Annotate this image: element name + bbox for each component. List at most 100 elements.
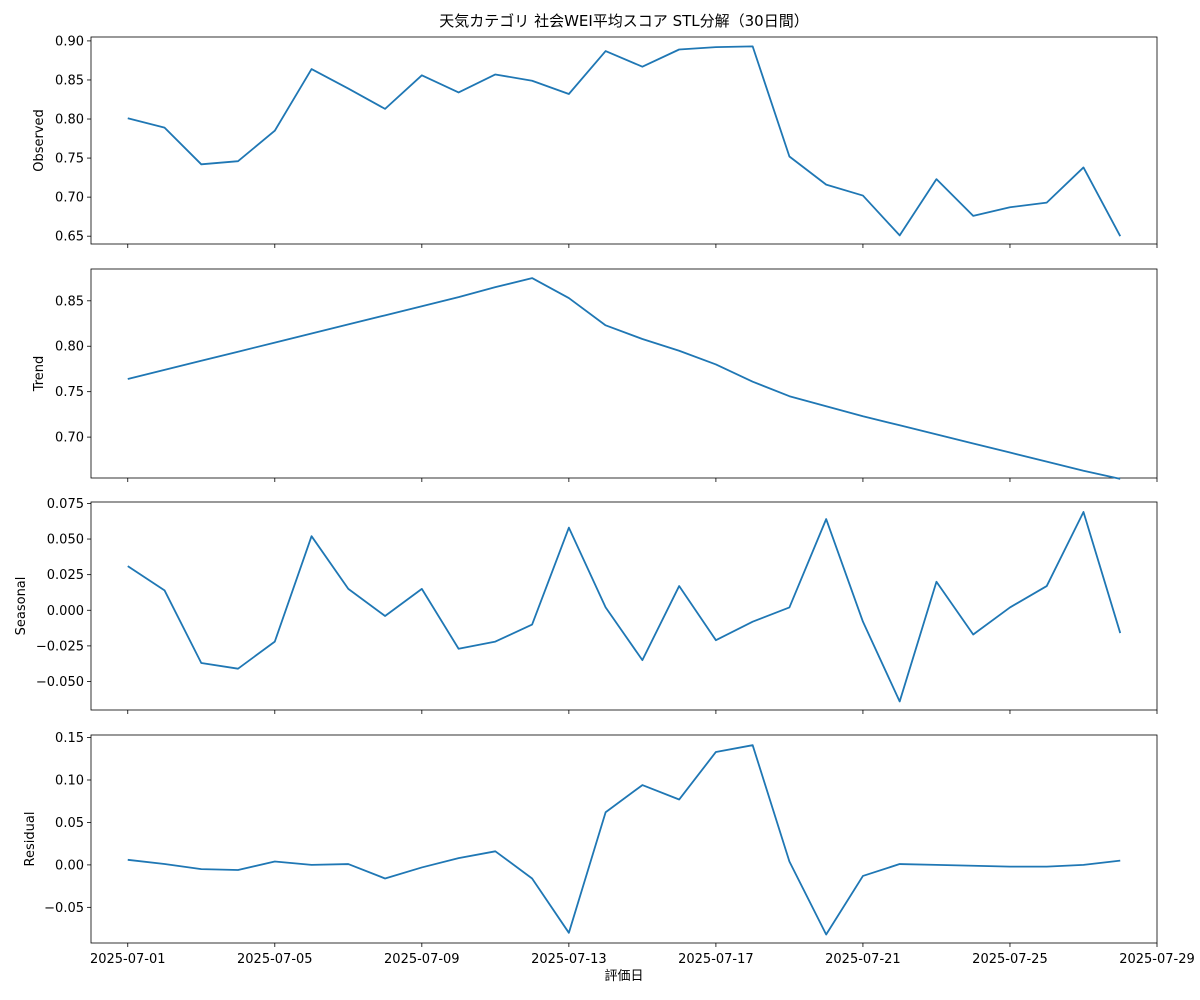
- y-tick-label: 0.00: [55, 858, 84, 873]
- axes-frame: [90, 734, 1158, 944]
- y-tick-label: −0.050: [36, 675, 84, 690]
- data-point: [641, 784, 643, 786]
- data-point: [531, 277, 533, 279]
- y-axis-label: Seasonal: [14, 577, 29, 636]
- data-point: [384, 877, 386, 879]
- data-point: [531, 80, 533, 82]
- data-point: [311, 333, 313, 335]
- data-point: [1082, 864, 1084, 866]
- data-point: [164, 589, 166, 591]
- data-point: [568, 527, 570, 529]
- chart-title: 天気カテゴリ 社会WEI平均スコア STL分解（30日間）: [439, 12, 808, 30]
- x-tick-label: 2025-07-09: [384, 952, 460, 967]
- y-tick-label: 0.025: [47, 568, 84, 583]
- data-point: [1119, 632, 1121, 634]
- data-point: [825, 184, 827, 186]
- y-tick-label: −0.05: [44, 901, 84, 916]
- y-tick-label: 0.90: [55, 34, 84, 49]
- data-point: [1009, 206, 1011, 208]
- x-tick-label: 2025-07-13: [531, 952, 607, 967]
- data-point: [384, 314, 386, 316]
- data-point: [274, 860, 276, 862]
- data-point: [494, 286, 496, 288]
- data-point: [752, 45, 754, 47]
- x-tick-label: 2025-07-25: [972, 952, 1048, 967]
- y-tick-label: 0.80: [55, 340, 84, 355]
- data-point: [641, 659, 643, 661]
- data-point: [715, 751, 717, 753]
- y-tick-label: 0.70: [55, 191, 84, 206]
- series-line-seasonal: [127, 511, 1122, 703]
- data-point: [127, 117, 129, 119]
- data-point: [311, 68, 313, 70]
- series-line-residual: [127, 744, 1121, 936]
- data-point: [458, 857, 460, 859]
- data-point: [164, 369, 166, 371]
- panel-residual: −0.05 0.00 0.05 0.10 0.15 Residual 2025-07-01 2…: [23, 731, 1195, 967]
- data-point: [678, 585, 680, 587]
- data-point: [1082, 470, 1084, 472]
- y-axis-label: Trend: [32, 356, 47, 393]
- data-point: [1009, 866, 1011, 868]
- data-point: [899, 863, 901, 865]
- data-point: [347, 588, 349, 590]
- data-point: [605, 50, 607, 52]
- y-tick-label: 0.075: [47, 497, 84, 512]
- axes-frame: [90, 268, 1158, 479]
- x-tick-label: 2025-07-29: [1119, 952, 1195, 967]
- data-point: [494, 73, 496, 75]
- axes-frame: [90, 36, 1158, 245]
- data-point: [494, 850, 496, 852]
- data-point: [127, 565, 129, 567]
- data-point: [862, 621, 864, 623]
- data-point: [825, 934, 827, 936]
- data-point: [788, 395, 790, 397]
- data-point: [935, 178, 937, 180]
- data-point: [274, 130, 276, 132]
- y-tick-label: 0.85: [55, 73, 84, 88]
- data-point: [899, 424, 901, 426]
- y-axis-label: Residual: [23, 812, 38, 867]
- data-point: [458, 296, 460, 298]
- data-point: [788, 156, 790, 158]
- data-point: [1119, 860, 1121, 862]
- data-point: [274, 641, 276, 643]
- data-point: [825, 405, 827, 407]
- data-point: [1009, 452, 1011, 454]
- y-tick-label: 0.000: [47, 604, 84, 619]
- data-point: [788, 860, 790, 862]
- data-point: [127, 859, 129, 861]
- y-tick-label: 0.85: [55, 294, 84, 309]
- data-point: [531, 624, 533, 626]
- data-point: [972, 215, 974, 217]
- data-point: [1046, 866, 1048, 868]
- data-point: [127, 378, 129, 380]
- data-point: [568, 93, 570, 95]
- data-point: [862, 415, 864, 417]
- y-tick-label: 0.05: [55, 816, 84, 831]
- data-point: [678, 48, 680, 50]
- y-tick-label: 0.65: [55, 230, 84, 245]
- data-point: [458, 91, 460, 93]
- x-tick-label: 2025-07-21: [825, 952, 901, 967]
- data-point: [899, 700, 901, 702]
- data-point: [531, 877, 533, 879]
- data-point: [788, 606, 790, 608]
- data-point: [1046, 585, 1048, 587]
- data-point: [237, 869, 239, 871]
- y-tick-label: 0.10: [55, 773, 84, 788]
- data-point: [935, 864, 937, 866]
- series-line-observed: [127, 45, 1122, 237]
- y-tick-label: 0.050: [47, 533, 84, 548]
- data-point: [1119, 235, 1121, 237]
- x-tick-label: 2025-07-05: [237, 952, 313, 967]
- y-tick-label: 0.15: [55, 731, 84, 746]
- y-tick-label: 0.70: [55, 431, 84, 446]
- data-point: [715, 46, 717, 48]
- panel-seasonal: −0.050 −0.025 0.000 0.025 0.050 0.075 Seasonal: [14, 497, 1158, 714]
- data-point: [678, 799, 680, 801]
- data-point: [237, 668, 239, 670]
- data-point: [200, 163, 202, 165]
- x-axis-label: 評価日: [604, 969, 643, 984]
